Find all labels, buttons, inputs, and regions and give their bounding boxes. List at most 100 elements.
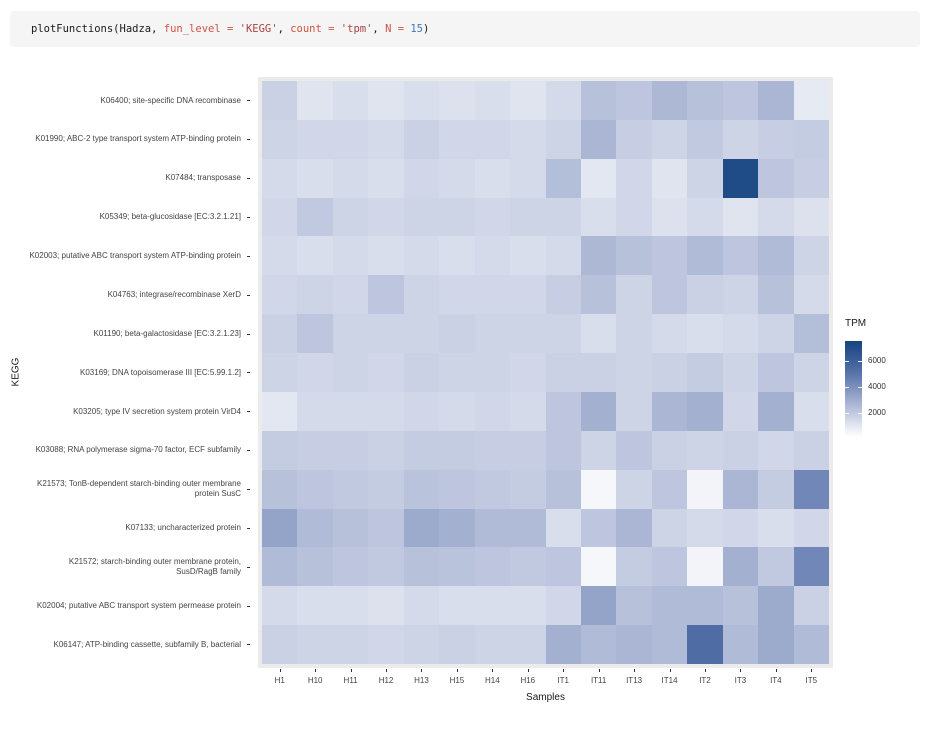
heatmap-cell xyxy=(722,469,759,509)
heatmap-cell xyxy=(793,586,829,626)
heatmap-cell xyxy=(262,625,298,664)
heatmap-cell xyxy=(758,547,794,587)
heatmap-cell xyxy=(616,236,652,276)
heatmap-cell xyxy=(332,430,369,470)
heatmap-cell xyxy=(545,586,581,626)
heatmap-cell xyxy=(368,353,404,392)
heatmap-cell xyxy=(510,508,546,548)
heatmap-cell xyxy=(332,547,369,587)
heatmap-cell xyxy=(403,586,440,626)
heatmap-cell xyxy=(510,119,546,159)
heatmap-cell xyxy=(439,197,475,237)
heatmap-cell xyxy=(616,469,652,509)
heatmap-cell xyxy=(793,508,829,548)
code-token: 'tpm' xyxy=(340,23,373,35)
heatmap-cell xyxy=(297,391,333,431)
heatmap-cell xyxy=(651,236,688,276)
heatmap-cell xyxy=(403,158,440,198)
heatmap-cell xyxy=(758,236,794,276)
y-axis-label-text: K01190; beta-galactosidase [EC:3.2.1.23] xyxy=(93,328,241,338)
heatmap-cell xyxy=(616,314,652,354)
code-token: N = xyxy=(385,23,411,35)
plot-panel xyxy=(258,77,833,668)
heatmap-cell xyxy=(616,625,652,664)
heatmap-cell xyxy=(793,547,829,587)
heatmap-cell xyxy=(793,275,829,315)
heatmap-cell xyxy=(262,469,298,509)
y-axis-label: K04763; integrase/recombinase XerD xyxy=(28,275,252,314)
heatmap-cell xyxy=(545,236,581,276)
code-token: , xyxy=(372,23,386,35)
heatmap-cell xyxy=(758,119,794,159)
heatmap-cell xyxy=(510,547,546,587)
heatmap-cell xyxy=(510,625,546,664)
heatmap-cell xyxy=(439,314,475,354)
heatmap-cell xyxy=(510,275,546,315)
heatmap-cell xyxy=(616,275,652,315)
heatmap-cell xyxy=(510,197,546,237)
heatmap-cell xyxy=(545,391,581,431)
heatmap-cell xyxy=(368,508,404,548)
heatmap-cell xyxy=(510,81,546,120)
y-axis-label-text: K21572; starch-binding outer membrane pr… xyxy=(68,557,241,576)
heatmap-cell xyxy=(474,197,511,237)
heatmap-cell xyxy=(722,547,759,587)
code-token: , xyxy=(277,23,291,35)
heatmap-cell xyxy=(651,625,688,664)
heatmap-cell xyxy=(403,353,440,392)
heatmap-cell xyxy=(332,197,369,237)
heatmap-cell xyxy=(332,508,369,548)
heatmap-cell xyxy=(793,158,829,198)
heatmap-cell xyxy=(297,469,333,509)
heatmap-cell xyxy=(687,547,723,587)
y-axis-label-text: K06400; site-specific DNA recombinase xyxy=(100,95,241,105)
heatmap-cell xyxy=(368,119,404,159)
heatmap-cell xyxy=(439,430,475,470)
heatmap-cell xyxy=(758,586,794,626)
legend: TPM 6000 4000 2000 xyxy=(845,318,925,437)
x-axis-label: IT2 xyxy=(687,669,722,685)
heatmap-cell xyxy=(793,119,829,159)
heatmap-cell xyxy=(687,275,723,315)
heatmap-cell xyxy=(403,81,440,120)
heatmap-cell xyxy=(616,391,652,431)
y-axis-label-text: K03088; RNA polymerase sigma-70 factor, … xyxy=(35,445,241,455)
heatmap-cell xyxy=(297,81,333,120)
heatmap-cell xyxy=(332,625,369,664)
heatmap-cell xyxy=(545,275,581,315)
heatmap-cell xyxy=(332,391,369,431)
heatmap-cell xyxy=(793,236,829,276)
heatmap-cell xyxy=(262,353,298,392)
heatmap-cell xyxy=(687,430,723,470)
heatmap-cell xyxy=(545,547,581,587)
heatmap-cell xyxy=(368,81,404,120)
heatmap-cell xyxy=(368,158,404,198)
heatmap-cell xyxy=(439,275,475,315)
heatmap-cell xyxy=(758,469,794,509)
legend-tick-mark xyxy=(845,412,849,414)
x-axis-labels: H1 H10 H11 H12 H13 H15 H14 H16 IT1 IT11 IT13 IT14 IT… xyxy=(262,669,829,685)
heatmap-cell xyxy=(793,469,829,509)
heatmap-cell xyxy=(651,158,688,198)
heatmap-cell xyxy=(403,197,440,237)
heatmap-cell xyxy=(297,158,333,198)
heatmap-cell xyxy=(616,197,652,237)
heatmap-cell xyxy=(722,119,759,159)
code-token: count = xyxy=(290,23,341,35)
heatmap-cell xyxy=(368,625,404,664)
heatmap-cell xyxy=(580,625,617,664)
heatmap-cell xyxy=(297,586,333,626)
heatmap-cell xyxy=(403,625,440,664)
heatmap-cell xyxy=(297,197,333,237)
heatmap-cell xyxy=(368,197,404,237)
heatmap-cell xyxy=(403,469,440,509)
legend-tick-label: 6000 xyxy=(868,356,886,366)
x-axis-label: H14 xyxy=(475,669,510,685)
y-axis-label-text: K07133; uncharacterized protein xyxy=(125,523,241,533)
heatmap-cell xyxy=(439,391,475,431)
y-axis-label: K03169; DNA topoisomerase III [EC:5.99.1… xyxy=(28,353,252,392)
heatmap-cell xyxy=(793,391,829,431)
heatmap-cell xyxy=(439,547,475,587)
legend-gradient xyxy=(845,341,862,437)
heatmap-cell xyxy=(439,158,475,198)
